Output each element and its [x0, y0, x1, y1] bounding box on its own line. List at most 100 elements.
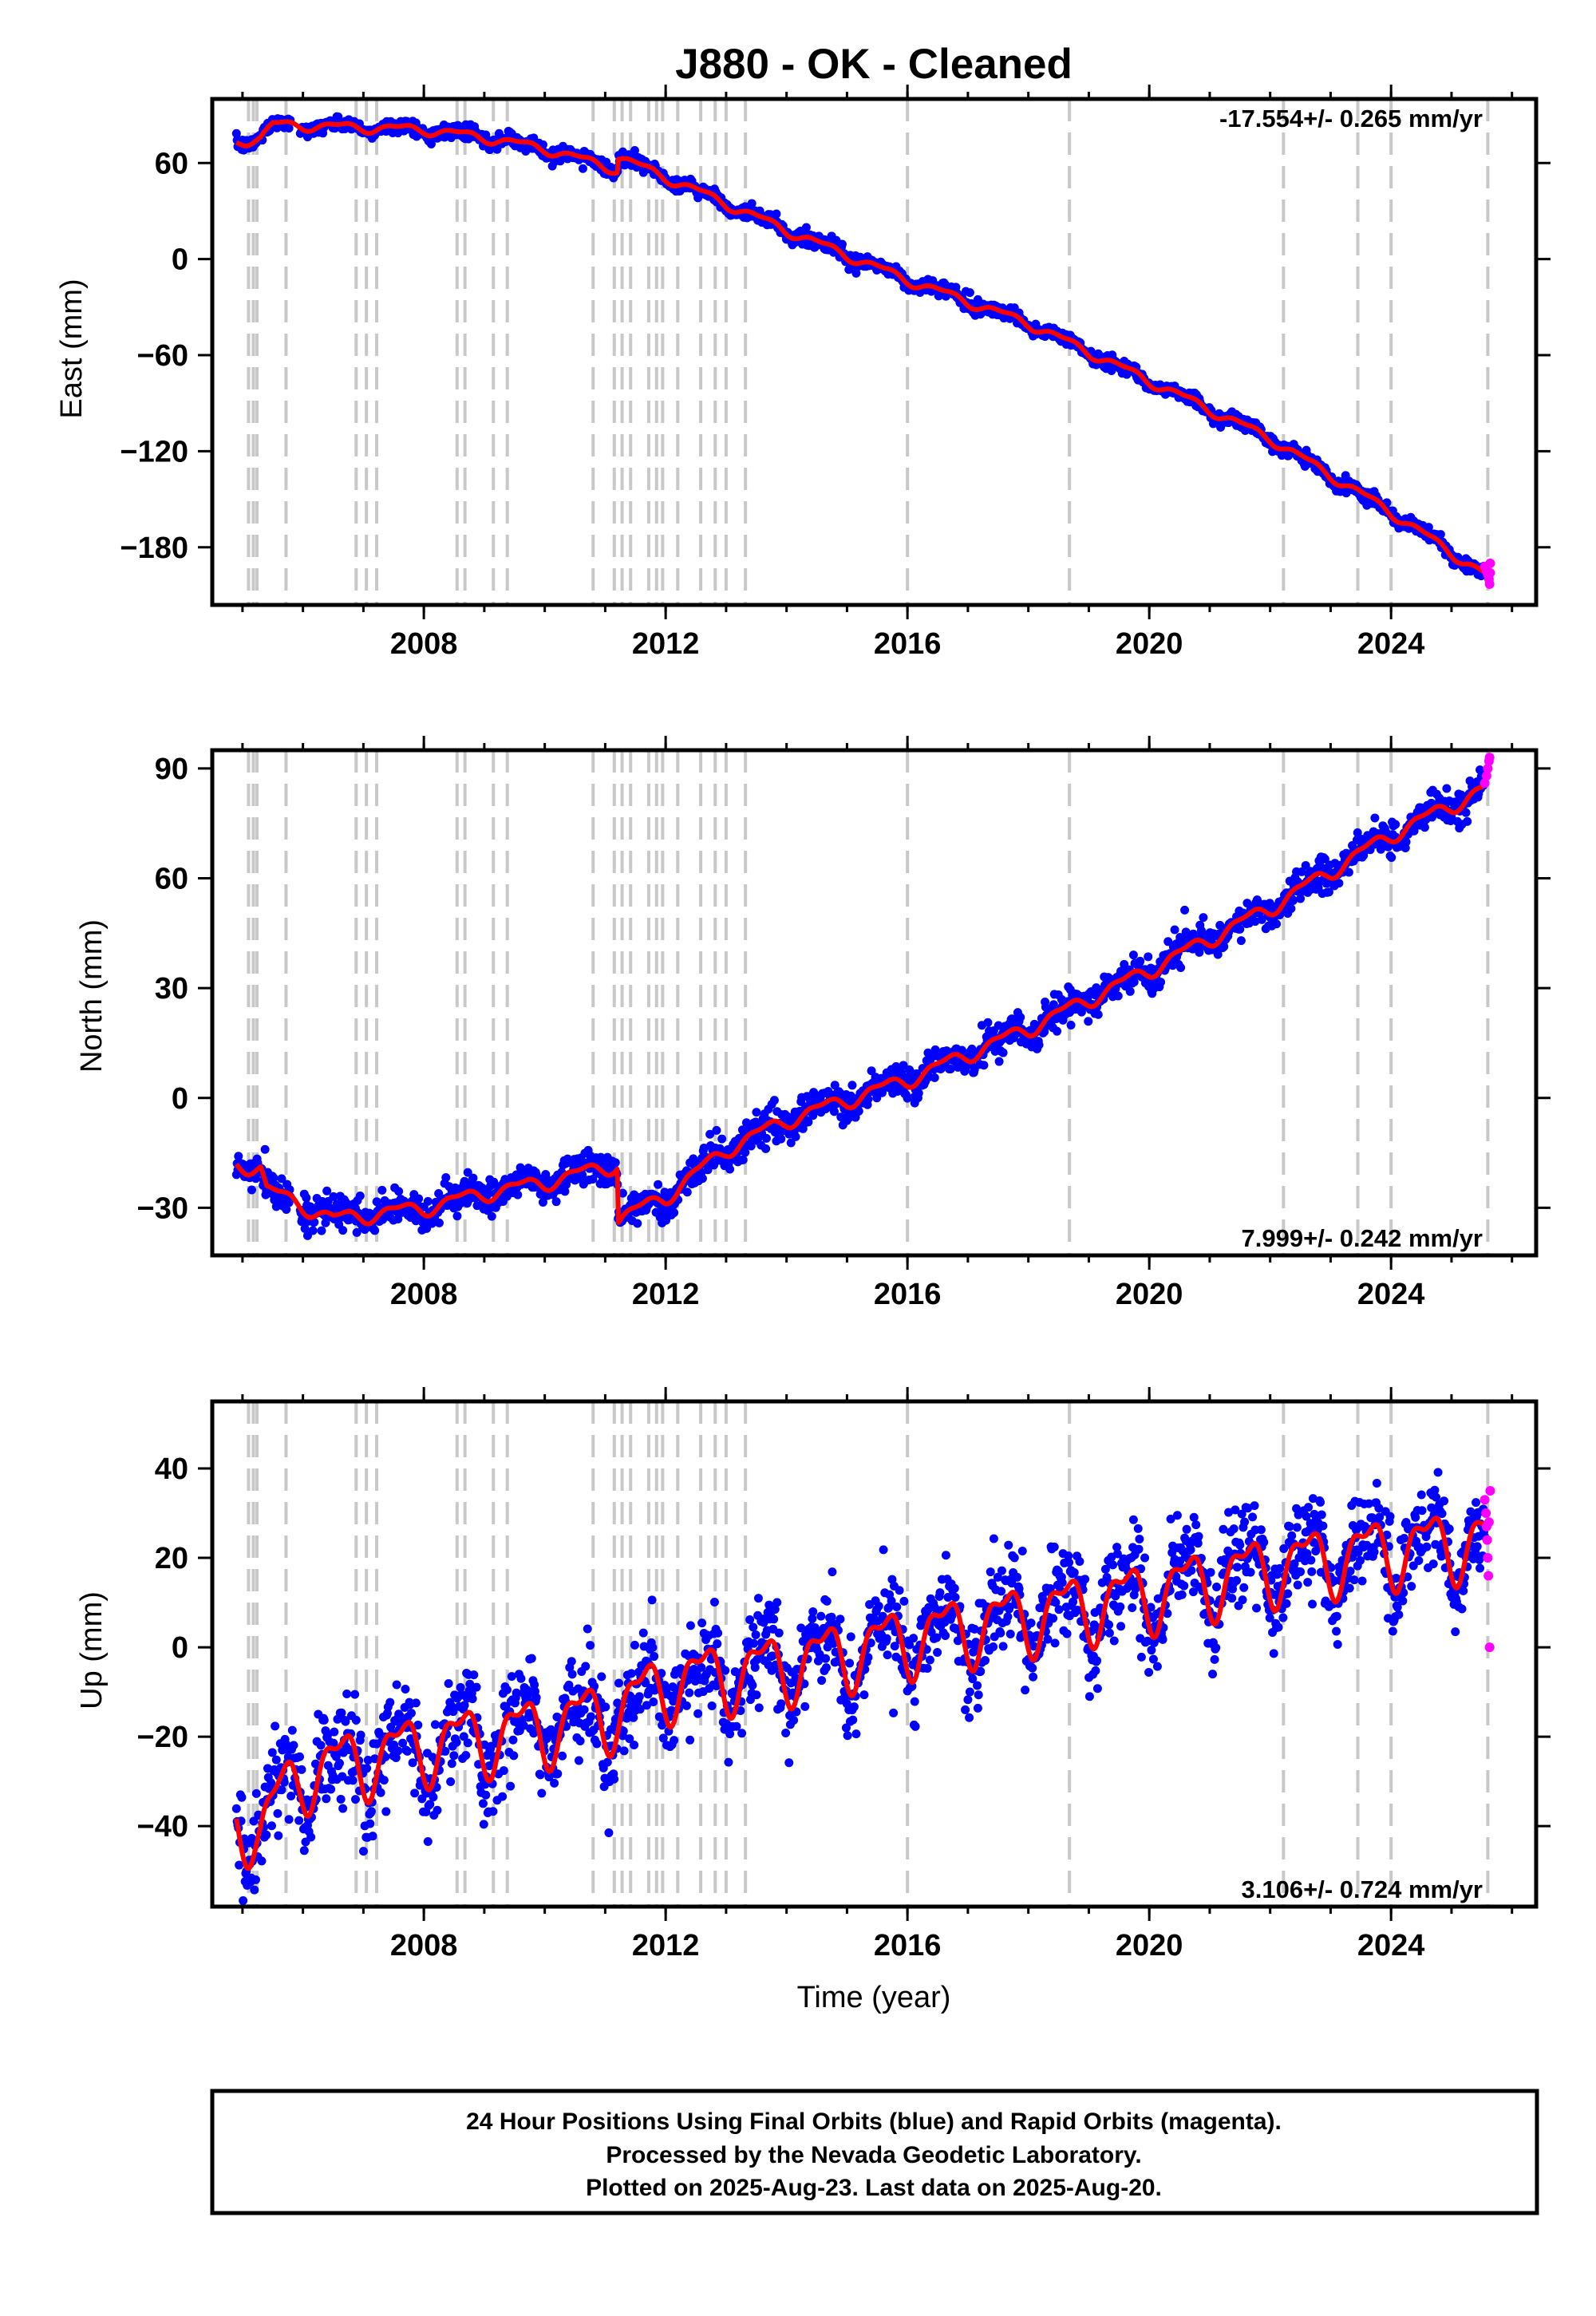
up-final-point: [821, 1654, 831, 1663]
up-final-point: [575, 1736, 585, 1745]
north-final-point: [670, 1208, 679, 1218]
north-final-point: [234, 1152, 243, 1161]
up-final-point: [848, 1715, 858, 1725]
north-final-point: [1391, 820, 1400, 829]
up-final-point: [294, 1816, 304, 1825]
north-final-point: [269, 1173, 279, 1183]
up-final-point: [769, 1614, 779, 1624]
up-final-point: [239, 1896, 248, 1906]
north-final-point: [300, 1223, 310, 1233]
up-final-point: [251, 1788, 261, 1798]
up-final-point: [713, 1628, 723, 1638]
east-final-point: [837, 239, 847, 249]
up-final-point: [601, 1702, 610, 1712]
north-final-point: [355, 1192, 365, 1201]
up-final-point: [508, 1735, 518, 1745]
up-final-point: [316, 1741, 326, 1750]
up-final-point: [379, 1776, 389, 1785]
up-final-point: [638, 1628, 648, 1638]
north-rate-label: 7.999+/- 0.242 mm/yr: [1242, 1224, 1483, 1252]
up-final-point: [713, 1639, 722, 1649]
east-final-point: [801, 223, 811, 232]
up-final-point: [368, 1832, 377, 1841]
north-final-point: [1156, 978, 1166, 987]
north-final-point: [979, 1061, 989, 1070]
up-final-point: [468, 1694, 477, 1704]
east-final-point: [747, 199, 757, 208]
up-final-point: [271, 1755, 281, 1765]
up-final-point: [376, 1788, 385, 1797]
up-final-point: [488, 1807, 498, 1816]
up-final-point: [843, 1731, 852, 1741]
east-final-point: [965, 288, 974, 298]
up-final-point: [874, 1601, 883, 1611]
up-final-point: [749, 1638, 759, 1648]
north-final-point: [441, 1172, 451, 1182]
up-final-point: [401, 1685, 410, 1694]
up-final-point: [250, 1885, 259, 1895]
north-final-point: [983, 1018, 993, 1027]
east-ytick-label: 60: [155, 147, 188, 180]
north-xtick-label: 2012: [632, 1278, 700, 1311]
east-xtick-label: 2008: [390, 627, 458, 661]
north-final-point: [930, 1073, 939, 1082]
north-final-point: [452, 1211, 462, 1221]
up-final-point: [411, 1698, 421, 1708]
up-final-point: [822, 1596, 832, 1606]
up-final-point: [697, 1618, 707, 1628]
east-model-line: [235, 119, 1491, 575]
north-final-point: [1236, 936, 1246, 946]
east-final-point: [630, 146, 639, 156]
north-final-point: [306, 1202, 315, 1211]
up-final-point: [693, 1709, 703, 1718]
up-final-point: [286, 1791, 296, 1800]
east-panel: East (mm) 2008 2012 2016 2020 2024600−60−120…: [55, 85, 1551, 661]
north-final-point: [1170, 925, 1179, 935]
up-final-point: [498, 1792, 508, 1801]
up-final-point: [433, 1805, 442, 1815]
up-final-point: [602, 1757, 612, 1767]
up-final-point: [362, 1764, 372, 1773]
east-final-point: [284, 124, 294, 133]
up-final-point: [392, 1680, 401, 1690]
up-final-point: [356, 1730, 365, 1740]
north-final-point: [633, 1219, 642, 1228]
up-final-point: [749, 1622, 758, 1632]
up-final-point: [447, 1759, 456, 1769]
up-final-point: [338, 1804, 348, 1813]
north-final-point: [322, 1186, 332, 1196]
up-final-point: [883, 1650, 892, 1660]
north-final-point: [1334, 879, 1344, 888]
up-final-point: [610, 1774, 619, 1784]
north-final-point: [1420, 823, 1429, 832]
east-plot-area: [231, 99, 1495, 605]
up-final-point: [299, 1846, 309, 1856]
north-final-point: [761, 1133, 771, 1143]
up-final-point: [567, 1657, 576, 1666]
up-final-point: [614, 1678, 623, 1688]
up-final-point: [509, 1751, 519, 1761]
up-final-point: [516, 1674, 526, 1683]
up-final-point: [535, 1770, 545, 1780]
up-final-point: [892, 1603, 902, 1612]
north-final-point: [1128, 951, 1138, 960]
north-final-point: [247, 1185, 256, 1195]
north-final-point: [1387, 852, 1396, 862]
north-final-point: [560, 1187, 570, 1196]
north-final-point: [1016, 1013, 1025, 1022]
up-ylabel: Up (mm): [75, 1591, 109, 1709]
up-final-point: [650, 1652, 659, 1662]
up-final-point: [550, 1778, 559, 1788]
up-final-point: [231, 1804, 241, 1813]
time-xlabel: Time (year): [797, 1981, 951, 2014]
east-final-point: [578, 164, 587, 173]
north-final-point: [394, 1187, 404, 1196]
up-final-point: [553, 1769, 563, 1779]
up-final-point: [754, 1703, 764, 1713]
north-final-point: [1463, 816, 1472, 826]
north-final-point: [1066, 1021, 1076, 1030]
up-final-point: [895, 1586, 904, 1595]
north-final-point: [725, 1164, 735, 1174]
up-final-point: [472, 1682, 481, 1692]
north-final-point: [578, 1170, 587, 1180]
